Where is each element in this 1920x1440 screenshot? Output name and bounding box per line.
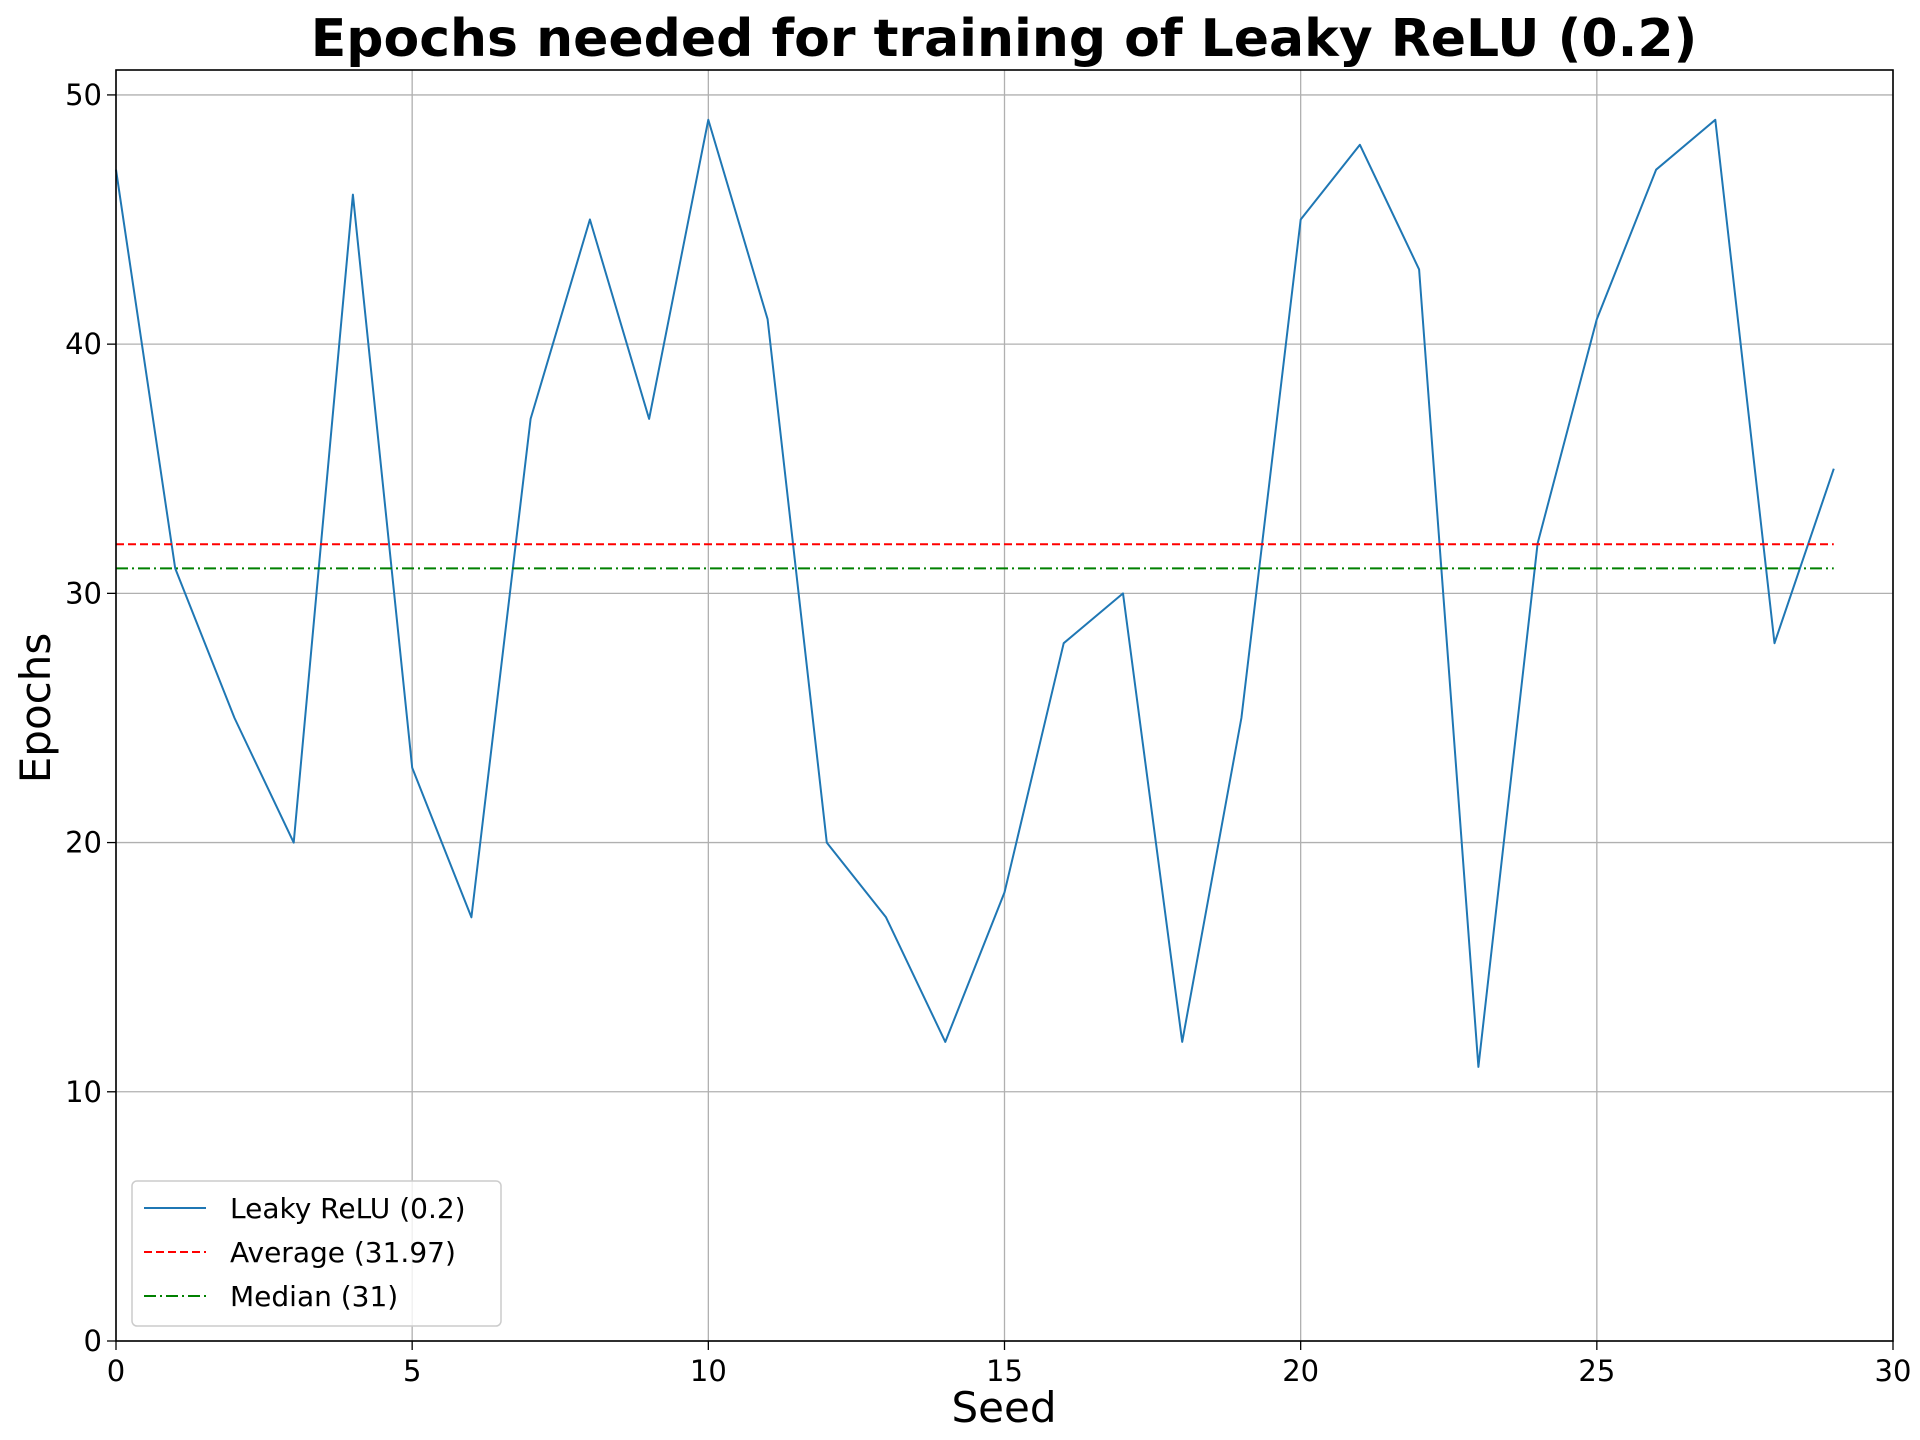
x-tick-label: 20: [1282, 1354, 1319, 1388]
x-tick-label: 10: [690, 1354, 727, 1388]
series-group: [115, 118, 1835, 1068]
y-tick-label: 50: [65, 78, 102, 112]
tick-group: 0 5 10 15 20 25 30 0 10 20 30 40 50: [65, 78, 1911, 1388]
x-tick-label: 25: [1578, 1354, 1615, 1388]
series-line-0: [115, 118, 1835, 1068]
x-axis-label: Seed: [952, 1383, 1057, 1432]
x-tick-label: 15: [986, 1354, 1023, 1388]
x-tick-label: 0: [107, 1354, 125, 1388]
y-tick-label: 30: [65, 576, 102, 610]
y-tick-label: 0: [84, 1324, 102, 1358]
y-axis-label: Epochs: [11, 633, 60, 784]
legend-box: [131, 1180, 502, 1327]
y-tick-label: 20: [65, 826, 102, 860]
chart-title: Epochs needed for training of Leaky ReLU…: [311, 9, 1698, 69]
legend-label-2: Median (31): [230, 1280, 398, 1313]
legend-label-1: Average (31.97): [230, 1236, 456, 1269]
y-tick-label: 40: [65, 327, 102, 361]
x-tick-label: 30: [1875, 1354, 1912, 1388]
y-tick-label: 10: [65, 1075, 102, 1109]
grid-lines: [115, 70, 1894, 1342]
x-tick-label: 5: [403, 1354, 421, 1388]
legend: Leaky ReLU (0.2) Average (31.97) Median (3…: [131, 1180, 502, 1327]
legend-label-0: Leaky ReLU (0.2): [230, 1192, 466, 1225]
